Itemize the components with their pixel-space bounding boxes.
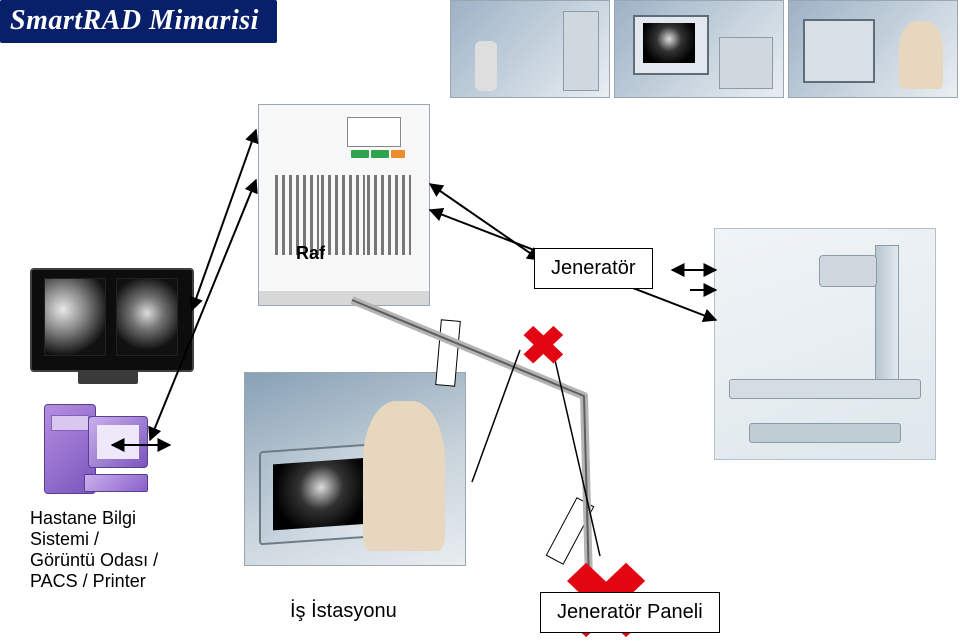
his-label: Hastane Bilgi Sistemi / Görüntü Odası / … (30, 508, 230, 592)
generator-box: Jeneratör (534, 248, 653, 289)
workstation-label: İş İstasyonu (290, 600, 397, 623)
diagram-stage: SmartRAD Mimarisi (0, 0, 960, 642)
raf-label: Raf (296, 243, 325, 264)
red-x-small: ✖ (520, 319, 567, 372)
generator-panel-box: Jeneratör Paneli (540, 592, 720, 633)
